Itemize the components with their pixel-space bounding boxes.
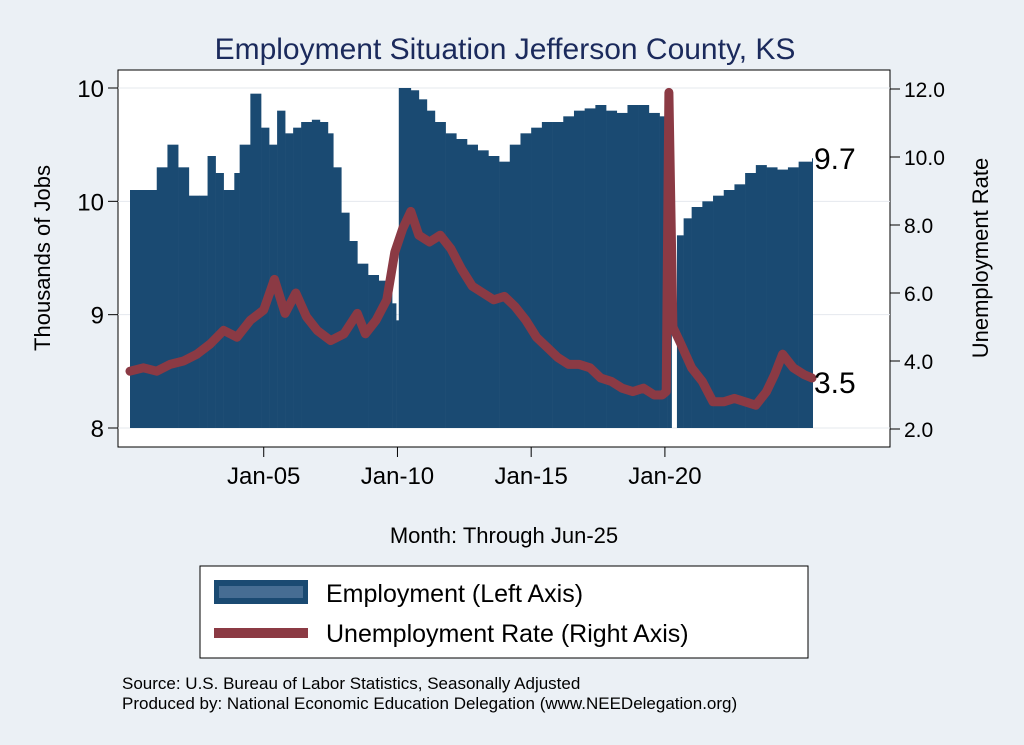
employment-bar [541,122,553,428]
right-tick-label: 12.0 [904,79,945,102]
employment-bar [239,144,251,428]
employment-bar [509,144,521,428]
employment-bar [188,195,200,428]
employment-bar [277,110,286,429]
right-tick-label: 6.0 [904,283,933,306]
x-axis-label: Month: Through Jun-25 [390,523,618,548]
employment-bar [215,173,224,428]
employment-bar [520,133,532,429]
employment-bar [755,165,767,429]
employment-bar [713,195,725,428]
employment-bar [766,167,778,429]
employment-bar [349,241,358,428]
employment-bar [223,190,235,428]
producer-note: Produced by: National Economic Education… [122,694,737,713]
employment-bar [531,127,543,429]
legend: Employment (Left Axis) Unemployment Rate… [199,565,809,659]
employment-bar [327,133,334,429]
employment-bar [552,122,564,428]
employment-bar [250,93,262,429]
end-label-employment: 9.7 [814,143,856,176]
employment-bar [418,99,428,428]
employment-bar [702,201,714,428]
legend-label-employment: Employment (Left Axis) [326,580,583,608]
right-tick-label: 10.0 [904,147,945,170]
right-tick-label: 2.0 [904,419,933,442]
employment-bar [676,235,684,428]
employment-bar [683,218,692,428]
unemployment-rate-line [125,87,817,410]
employment-bar [648,112,660,428]
employment-bar [156,167,168,429]
employment-bar [311,119,321,428]
employment-bar [386,292,393,428]
legend-swatch-employment-inner [219,586,303,598]
employment-bar [488,156,500,428]
right-axis-ticks: 2.0 4.0 6.0 8.0 10.0 12.0 [890,79,945,442]
employment-bar [595,105,607,428]
employment-bar [319,122,329,428]
employment-bar [691,207,703,428]
right-tick-label: 4.0 [904,351,933,374]
employment-bar [445,133,457,429]
employment-bar [812,158,813,428]
employment-bar [456,139,468,428]
employment-bar [368,275,380,428]
right-tick-label: 8.0 [904,215,933,238]
employment-bar [745,173,757,428]
employment-bar [798,161,813,428]
employment-bar [301,122,313,428]
employment-bar [787,167,799,429]
source-note: Source: U.S. Bureau of Labor Statistics,… [122,674,580,693]
employment-bar [392,303,397,428]
employment-bar [378,280,388,428]
x-tick-label: Jan-20 [628,463,701,490]
employment-bar [199,195,208,428]
employment-bar [396,320,400,428]
employment-bar [584,108,596,429]
employment-bar [234,173,240,428]
left-axis-ticks: 8 9 10 10 [77,76,118,443]
left-tick-label: 8 [91,416,104,443]
employment-bar [207,156,216,428]
employment-bar [178,167,190,429]
employment-bar [638,105,650,428]
employment-bar [357,263,369,428]
employment-bar [426,110,436,429]
employment-bar [573,110,585,429]
employment-bar [723,190,735,428]
left-tick-label: 10 [77,76,104,103]
employment-bar [143,190,158,428]
chart-title: Employment Situation Jefferson County, K… [215,33,796,66]
employment-bar [285,133,294,429]
left-axis-label: Thousands of Jobs [30,165,55,351]
employment-bar [434,122,446,428]
x-tick-label: Jan-15 [494,463,567,490]
employment-bar [563,116,575,428]
employment-bar [261,127,270,429]
employment-bar [398,88,412,428]
employment-bar [293,127,302,429]
employment-bar [333,167,342,429]
left-tick-label: 10 [77,189,104,216]
employment-bar [410,90,420,429]
legend-label-unemployment: Unemployment Rate (Right Axis) [326,620,689,648]
x-tick-label: Jan-05 [227,463,300,490]
employment-bar [341,212,350,428]
employment-bar [616,112,628,428]
employment-bar [627,105,639,428]
employment-bar [606,110,618,429]
employment-bar [130,190,144,428]
right-axis-label: Unemployment Rate [968,158,993,359]
x-axis-ticks: Jan-05 Jan-10 Jan-15 Jan-20 [227,447,702,490]
left-tick-label: 9 [91,303,104,330]
x-tick-label: Jan-10 [361,463,434,490]
end-label-unemployment: 3.5 [814,367,856,400]
employment-bar [167,144,179,428]
employment-bar [734,184,746,428]
employment-bar [777,169,789,428]
